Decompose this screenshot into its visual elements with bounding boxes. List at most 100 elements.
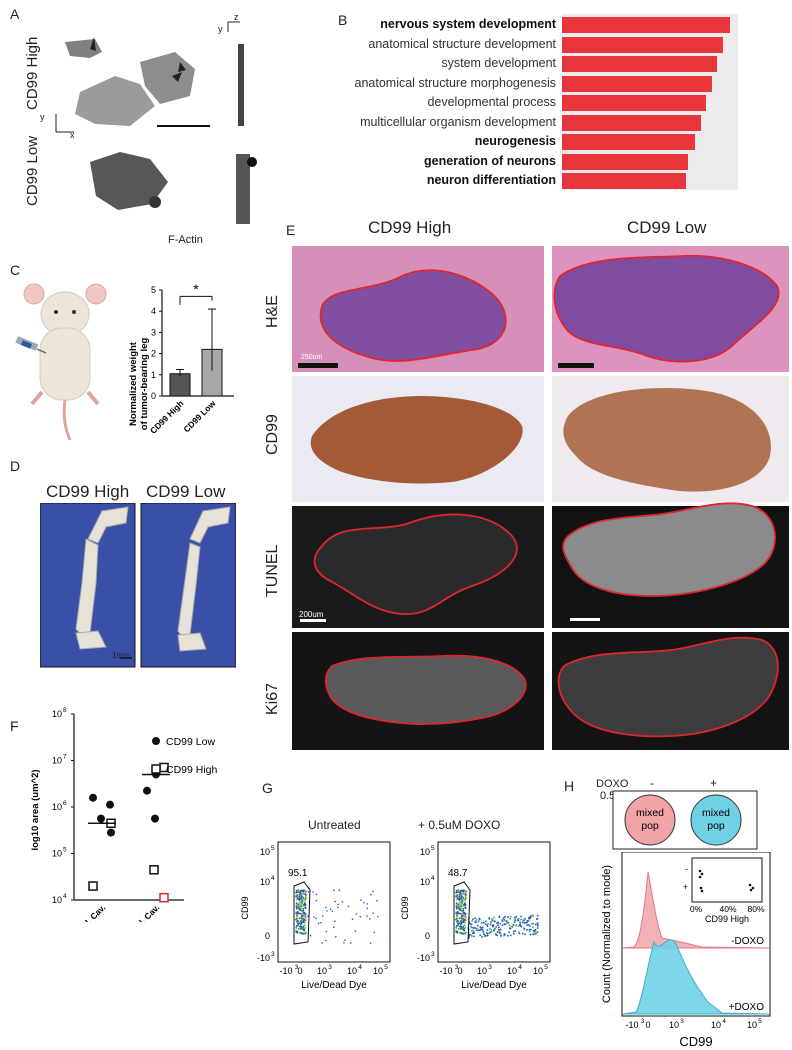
flow-dot bbox=[536, 923, 539, 925]
panel-label-c: C bbox=[10, 262, 21, 278]
panel-f-point-low bbox=[143, 786, 151, 795]
flow-dot bbox=[488, 927, 491, 930]
flow-xtick-exp: 3 bbox=[455, 964, 459, 971]
panel-d-scale-label: 1mm bbox=[112, 651, 130, 660]
flow-dot bbox=[457, 927, 460, 930]
flow-dot bbox=[514, 930, 517, 932]
flow-dot bbox=[305, 931, 307, 934]
go-term-label: developmental process bbox=[427, 95, 556, 109]
panel-e-scale-he: 250um bbox=[301, 354, 323, 361]
go-term-bar bbox=[562, 134, 695, 150]
flow-dot bbox=[484, 934, 487, 937]
flow-dot bbox=[456, 904, 458, 907]
panel-h-inset-ytick-minus: - bbox=[685, 864, 688, 874]
flow-dot bbox=[300, 903, 302, 906]
flow-dot bbox=[456, 921, 459, 924]
flow-dot bbox=[307, 915, 309, 917]
flow-dot bbox=[297, 913, 300, 916]
flow-dot bbox=[461, 900, 464, 903]
panel-f-ytick-label: 10 bbox=[52, 849, 62, 859]
panel-a-axis-z bbox=[227, 21, 240, 32]
flow-dot bbox=[301, 918, 303, 920]
flow-dot bbox=[532, 929, 535, 932]
cd99-high-cell-images bbox=[65, 39, 195, 126]
panel-f-point-high bbox=[88, 881, 98, 891]
flow-ylabel: CD99 bbox=[400, 896, 410, 919]
panel-c-ylabel-line1: Normalized weight bbox=[128, 341, 139, 426]
flow-dot bbox=[497, 924, 499, 927]
flow-dot bbox=[301, 899, 304, 902]
flow-dot bbox=[464, 898, 467, 901]
flow-dot bbox=[469, 925, 472, 928]
flow-ytick-label: 10 bbox=[420, 847, 430, 857]
panel-a-row-low-label: CD99 Low bbox=[24, 135, 41, 206]
flow-dot bbox=[366, 903, 369, 905]
panel-h-inset-point bbox=[698, 875, 702, 879]
flow-dot bbox=[304, 916, 307, 919]
flow-dot bbox=[481, 936, 483, 938]
panel-h-inset-point bbox=[699, 886, 703, 890]
panel-f-point-low bbox=[89, 793, 97, 802]
panel-h-inset-xlabel: CD99 High bbox=[705, 914, 749, 924]
flow-plot-frame bbox=[277, 841, 391, 963]
flow-dot bbox=[295, 925, 298, 927]
flow-dot bbox=[334, 935, 337, 938]
panel-h-xtick-exp: 5 bbox=[758, 1018, 762, 1025]
flow-dot bbox=[349, 942, 352, 944]
panel-h-histogram: -DOXO+DOXO-+0% 40% 80%CD99 High-10 3 0 10 3 10 4… bbox=[601, 852, 771, 1049]
flow-dot bbox=[463, 902, 466, 905]
flow-dot bbox=[486, 925, 489, 928]
go-term-label: anatomical structure morphogenesis bbox=[354, 75, 557, 90]
flow-ytick-label: -10 bbox=[257, 953, 270, 963]
flow-xtick-label: 10 bbox=[533, 966, 543, 976]
flow-dot bbox=[480, 921, 483, 924]
panel-f-ytick-label: 10 bbox=[52, 895, 62, 905]
flow-dot bbox=[461, 918, 463, 920]
flow-dot bbox=[373, 931, 376, 934]
flow-dot bbox=[493, 928, 496, 931]
flow-dot bbox=[521, 932, 524, 935]
flow-xtick-label: 10 bbox=[347, 966, 357, 976]
flow-dot bbox=[304, 897, 307, 899]
panel-label-a: A bbox=[10, 6, 20, 22]
flow-dot bbox=[302, 925, 305, 928]
flow-dot bbox=[299, 928, 302, 931]
flow-dot bbox=[302, 928, 305, 931]
flow-dot bbox=[498, 928, 500, 931]
flow-dot bbox=[456, 911, 459, 914]
panel-e-row-ki67: Ki67 bbox=[264, 682, 281, 715]
flow-dot bbox=[469, 922, 472, 925]
flow-xtick-exp: 4 bbox=[518, 964, 522, 971]
flow-dot bbox=[302, 890, 304, 893]
flow-dot bbox=[458, 895, 461, 898]
flow-dot bbox=[462, 890, 464, 893]
flow-dot bbox=[458, 917, 461, 920]
flow-dot bbox=[299, 927, 302, 930]
flow-dot bbox=[298, 909, 301, 911]
flow-dot bbox=[343, 941, 345, 944]
flow-dot bbox=[296, 911, 299, 914]
flow-dot bbox=[304, 915, 307, 917]
flow-dot bbox=[300, 898, 302, 900]
flow-dot bbox=[483, 933, 485, 936]
panel-c-ytick-label: 4 bbox=[151, 306, 156, 316]
panel-c-ytick-label: 3 bbox=[151, 327, 156, 337]
flow-dot bbox=[515, 924, 518, 927]
flow-dot bbox=[464, 895, 466, 898]
flow-dot bbox=[536, 914, 539, 917]
panel-h-xlabel: CD99 bbox=[679, 1034, 712, 1049]
flow-dot bbox=[529, 917, 531, 920]
panel-h-inset-point bbox=[748, 883, 752, 887]
flow-dot bbox=[524, 917, 527, 920]
go-term-bar bbox=[562, 173, 687, 189]
flow-dot bbox=[331, 910, 334, 913]
flow-dot bbox=[456, 915, 458, 917]
flow-dot bbox=[305, 890, 307, 893]
flow-dot bbox=[465, 931, 467, 934]
flow-dot bbox=[372, 912, 374, 914]
flow-dot bbox=[529, 933, 532, 936]
panel-a-axis-z-label: z bbox=[234, 12, 239, 22]
flow-dot bbox=[457, 913, 460, 916]
flow-xtick-exp: 4 bbox=[358, 964, 362, 971]
panel-h-inset-xtick: 0% bbox=[690, 904, 703, 914]
